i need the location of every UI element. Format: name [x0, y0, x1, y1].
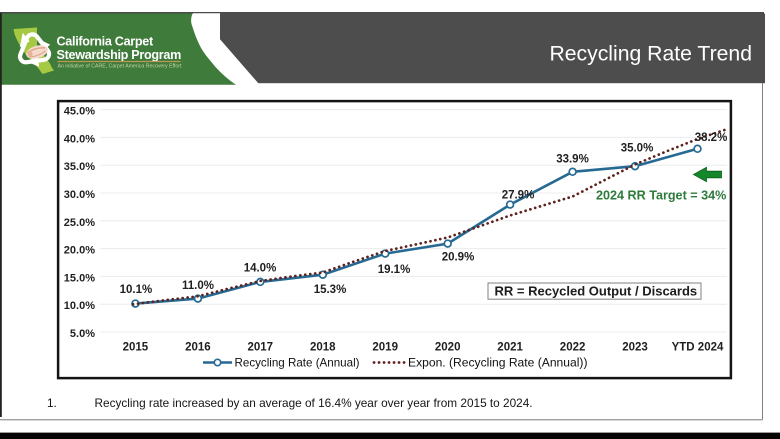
svg-text:1.: 1. — [47, 396, 57, 410]
svg-text:2019: 2019 — [372, 342, 398, 354]
svg-text:33.9%: 33.9% — [556, 154, 589, 166]
svg-text:2018: 2018 — [310, 342, 336, 354]
svg-text:Recycling rate increased by an: Recycling rate increased by an average o… — [95, 396, 533, 410]
svg-text:Recycling Rate Trend: Recycling Rate Trend — [549, 43, 752, 66]
svg-text:27.9%: 27.9% — [502, 190, 535, 202]
svg-text:An initiative of CARE, Carpet: An initiative of CARE, Carpet America Re… — [58, 64, 182, 70]
svg-text:15.3%: 15.3% — [314, 284, 347, 296]
svg-text:20.9%: 20.9% — [442, 252, 475, 264]
svg-text:19.1%: 19.1% — [378, 264, 411, 276]
svg-text:30.0%: 30.0% — [64, 189, 95, 201]
svg-text:10.0%: 10.0% — [64, 300, 95, 312]
svg-text:20.0%: 20.0% — [64, 245, 95, 257]
svg-text:2021: 2021 — [497, 342, 523, 354]
svg-text:RR = Recycled Output / Discard: RR = Recycled Output / Discards — [495, 283, 698, 298]
svg-text:2023: 2023 — [622, 342, 648, 354]
svg-text:15.0%: 15.0% — [64, 272, 95, 284]
svg-text:2020: 2020 — [435, 342, 461, 354]
svg-text:California Carpet: California Carpet — [57, 34, 154, 48]
svg-text:14.0%: 14.0% — [244, 263, 277, 275]
svg-text:5.0%: 5.0% — [70, 328, 95, 340]
svg-text:2022: 2022 — [560, 342, 586, 354]
svg-text:2016: 2016 — [185, 342, 211, 354]
svg-text:YTD 2024: YTD 2024 — [672, 342, 724, 354]
svg-text:35.0%: 35.0% — [64, 161, 95, 173]
svg-text:2015: 2015 — [123, 342, 149, 354]
svg-text:11.0%: 11.0% — [182, 280, 214, 292]
svg-text:2024 RR Target = 34%: 2024 RR Target = 34% — [596, 189, 726, 203]
svg-text:Recycling Rate (Annual): Recycling Rate (Annual) — [235, 357, 360, 370]
svg-text:45.0%: 45.0% — [64, 106, 95, 118]
svg-text:40.0%: 40.0% — [64, 133, 95, 145]
svg-text:Stewardship Program: Stewardship Program — [57, 48, 182, 62]
svg-text:10.1%: 10.1% — [120, 284, 153, 296]
svg-text:Expon. (Recycling Rate (Annual: Expon. (Recycling Rate (Annual)) — [408, 356, 587, 370]
svg-text:25.0%: 25.0% — [64, 217, 95, 229]
svg-text:35.0%: 35.0% — [621, 143, 654, 155]
svg-text:2017: 2017 — [248, 342, 274, 354]
svg-text:38.2%: 38.2% — [695, 132, 728, 144]
